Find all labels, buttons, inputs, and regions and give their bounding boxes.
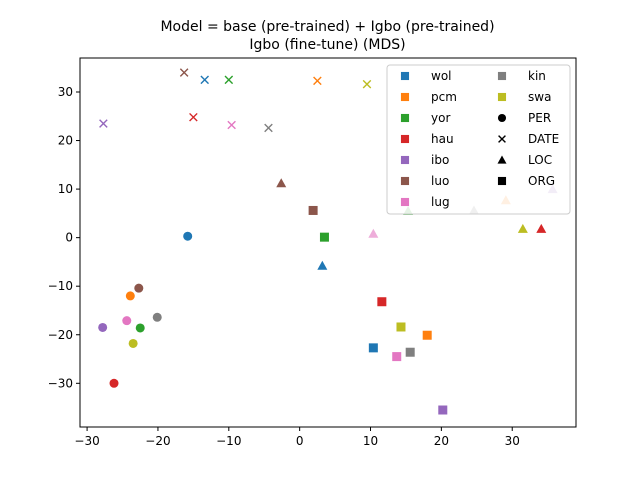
point-pcm-date	[313, 76, 322, 86]
chart-title: Model = base (pre-trained) + Igbo (pre-t…	[160, 19, 494, 35]
plot-area-frame	[79, 57, 577, 428]
legend-label-yor: yor	[431, 111, 450, 125]
point-kin-per	[152, 312, 162, 322]
legend-marker-swa	[497, 92, 507, 102]
legend: wol pcm yor hau ibo luo lug kin swa PER DATE LOC ORG	[386, 64, 571, 215]
point-hau-org	[377, 297, 387, 307]
point-hau-loc	[536, 223, 547, 233]
point-luo-org	[308, 205, 318, 215]
legend-label-loc: LOC	[528, 153, 552, 167]
legend-marker-org	[497, 176, 507, 186]
point-lug-loc	[368, 228, 379, 238]
point-yor-per	[135, 323, 145, 333]
point-swa-date	[362, 79, 372, 89]
point-lug-per	[122, 316, 132, 326]
legend-marker-hau	[400, 134, 410, 144]
data-points	[98, 68, 558, 415]
legend-marker-lug	[400, 197, 410, 207]
point-lug-org	[392, 352, 402, 362]
legend-label-wol: wol	[431, 69, 452, 83]
legend-label-swa: swa	[528, 90, 551, 104]
legend-label-per: PER	[528, 111, 551, 125]
point-lug-date	[227, 120, 236, 130]
point-wol-per	[183, 231, 193, 241]
point-wol-loc	[317, 260, 328, 270]
point-yor-org	[319, 232, 329, 242]
legend-marker-yor	[400, 113, 410, 123]
y-tick-label: 20	[58, 134, 73, 148]
legend-marker-kin	[497, 71, 507, 81]
x-tick-label: −20	[145, 434, 170, 448]
y-tick-label: −30	[48, 376, 73, 390]
point-hau-per	[109, 378, 119, 388]
legend-label-hau: hau	[431, 132, 454, 146]
axis-ticks: −30 −20 −10 0 10 20 30 −30 −20 −10 0 10 20 30	[48, 85, 520, 448]
point-kin-org	[405, 347, 415, 357]
point-pcm-per	[125, 291, 135, 301]
point-swa-per	[128, 338, 138, 348]
y-tick-label: 0	[65, 231, 73, 245]
legend-label-org: ORG	[528, 174, 555, 188]
legend-marker-wol	[400, 71, 410, 81]
legend-label-date: DATE	[528, 132, 559, 146]
point-luo-loc	[276, 178, 287, 188]
legend-label-kin: kin	[528, 69, 546, 83]
point-wol-org	[368, 343, 378, 353]
legend-marker-loc	[497, 155, 507, 164]
legend-label-luo: luo	[431, 174, 449, 188]
legend-label-pcm: pcm	[431, 90, 457, 104]
point-pcm-org	[422, 330, 432, 340]
x-tick-label: 20	[434, 434, 449, 448]
legend-marker-per	[497, 113, 507, 123]
point-ibo-date	[99, 119, 108, 128]
point-kin-date	[264, 123, 273, 133]
x-tick-label: 10	[363, 434, 378, 448]
legend-box	[386, 64, 571, 215]
y-tick-label: −10	[48, 279, 73, 293]
chart-subtitle: Igbo (fine-tune) (MDS)	[249, 37, 405, 53]
legend-label-lug: lug	[431, 195, 450, 209]
legend-marker-pcm	[400, 92, 410, 102]
point-hau-date	[189, 112, 198, 122]
legend-label-ibo: ibo	[431, 153, 449, 167]
y-tick-label: −20	[48, 328, 73, 342]
point-yor-date	[224, 75, 234, 85]
point-wol-date	[200, 75, 210, 85]
legend-marker-ibo	[400, 155, 410, 165]
x-tick-label: 30	[505, 434, 520, 448]
point-ibo-org	[438, 405, 448, 415]
legend-marker-luo	[400, 176, 410, 186]
y-tick-label: 30	[58, 85, 73, 99]
x-tick-label: 0	[296, 434, 304, 448]
legend-marker-date	[498, 135, 506, 143]
x-tick-label: −10	[216, 434, 241, 448]
point-swa-loc	[517, 223, 528, 233]
x-tick-label: −30	[74, 434, 99, 448]
point-luo-date	[179, 68, 189, 77]
point-luo-per	[134, 283, 144, 293]
point-ibo-per	[98, 322, 108, 332]
y-tick-label: 10	[58, 182, 73, 196]
point-swa-org	[396, 322, 406, 332]
